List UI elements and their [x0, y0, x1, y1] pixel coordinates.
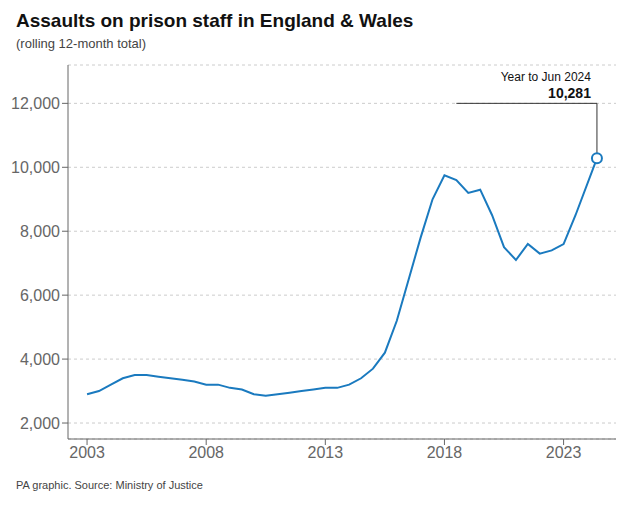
html-text:PA graphic. Source: Ministry o: PA graphic. Source: Ministry of Justice	[16, 479, 203, 491]
svg-text:10,281: 10,281	[548, 85, 591, 101]
svg-text:2013: 2013	[308, 444, 344, 461]
svg-text:Year to Jun 2024: Year to Jun 2024	[501, 70, 592, 84]
svg-text:2,000: 2,000	[20, 415, 60, 432]
html-text:Assaults on prison staff in En: Assaults on prison staff in England & Wa…	[16, 10, 414, 31]
svg-text:2018: 2018	[427, 444, 463, 461]
svg-text:4,000: 4,000	[20, 351, 60, 368]
svg-text:10,000: 10,000	[11, 159, 60, 176]
html-text:(rolling 12-month total): (rolling 12-month total)	[16, 36, 147, 51]
svg-text:2003: 2003	[69, 444, 105, 461]
svg-text:12,000: 12,000	[11, 95, 60, 112]
svg-text:2023: 2023	[546, 444, 582, 461]
svg-text:6,000: 6,000	[20, 287, 60, 304]
svg-text:2008: 2008	[188, 444, 224, 461]
svg-text:8,000: 8,000	[20, 223, 60, 240]
